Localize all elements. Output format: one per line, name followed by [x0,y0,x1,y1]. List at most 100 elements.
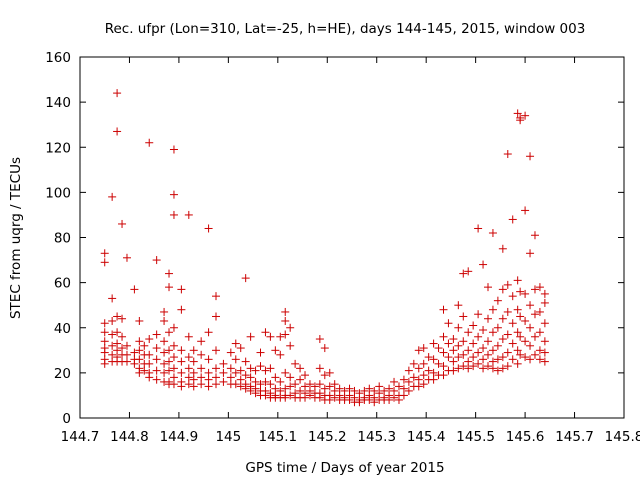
data-point [493,296,502,305]
data-point [145,373,154,382]
data-point [488,364,497,373]
data-point [212,380,220,389]
data-point [286,341,295,350]
data-point [251,377,260,386]
data-point [444,339,453,348]
data-point [113,127,122,136]
data-point [140,366,149,375]
data-point [503,348,512,357]
data-point [100,258,109,267]
data-point [355,389,364,398]
data-point [256,380,265,389]
data-point [498,314,507,323]
data-point [419,371,428,380]
data-point [325,368,334,377]
data-point [122,357,131,366]
data-point [100,249,109,258]
data-point [145,138,154,147]
data-point [177,368,186,377]
data-point [370,386,379,395]
data-point [281,307,290,316]
data-point [100,359,109,368]
data-point [526,152,535,161]
data-point [390,377,399,386]
data-point [375,389,384,398]
data-point [189,346,198,355]
data-point [135,368,144,377]
data-point [261,366,270,375]
data-point [296,375,305,384]
data-point [108,330,117,339]
data-point [291,380,300,389]
data-point [535,283,544,292]
data-point [160,368,169,377]
data-point [184,364,193,373]
data-point [169,341,178,350]
data-point [160,359,169,368]
data-point [469,362,478,371]
data-point [246,373,255,382]
data-point [330,393,339,402]
data-point [276,350,285,359]
data-point [100,319,109,328]
data-point [145,359,154,368]
data-point [484,283,492,292]
data-point [345,384,354,393]
data-point [165,283,174,292]
data-point [535,307,544,316]
data-point [516,332,525,341]
data-point [399,391,408,400]
data-point [530,350,539,359]
data-point [484,362,492,371]
data-point [291,359,300,368]
x-tick-label: 145.6 [506,429,545,445]
data-point [226,373,235,382]
data-point [118,344,127,353]
data-point [513,305,522,314]
data-point [530,285,539,294]
data-point [276,386,285,395]
data-point [488,305,497,314]
data-point [177,285,186,294]
data-point [459,362,468,371]
data-point [493,341,502,350]
data-point [305,380,314,389]
data-point [469,353,478,362]
data-point [513,109,522,118]
data-point [152,355,161,364]
data-point [197,350,206,359]
data-point [419,359,428,368]
data-point [526,341,535,350]
data-point [521,353,530,362]
data-point [493,366,502,375]
data-point [439,305,448,314]
data-point [276,377,285,386]
data-point [261,328,270,337]
data-point [429,355,438,364]
data-point [231,380,240,389]
data-point [429,339,438,348]
data-point [530,231,539,240]
data-point [360,386,369,395]
data-point [100,348,109,357]
data-point [281,384,290,393]
data-point [197,337,206,346]
data-point [281,316,290,325]
data-point [169,380,178,389]
data-point [526,301,535,310]
data-point [261,377,270,386]
data-point [108,350,117,359]
data-point [404,377,413,386]
data-point [281,368,290,377]
data-point [212,292,220,301]
data-point [204,355,213,364]
data-point [184,380,193,389]
data-point [399,384,408,393]
data-point [226,364,235,373]
data-point [526,323,535,332]
y-tick-label: 80 [54,231,71,247]
data-point [444,353,453,362]
data-point [122,253,131,262]
data-point [429,375,438,384]
